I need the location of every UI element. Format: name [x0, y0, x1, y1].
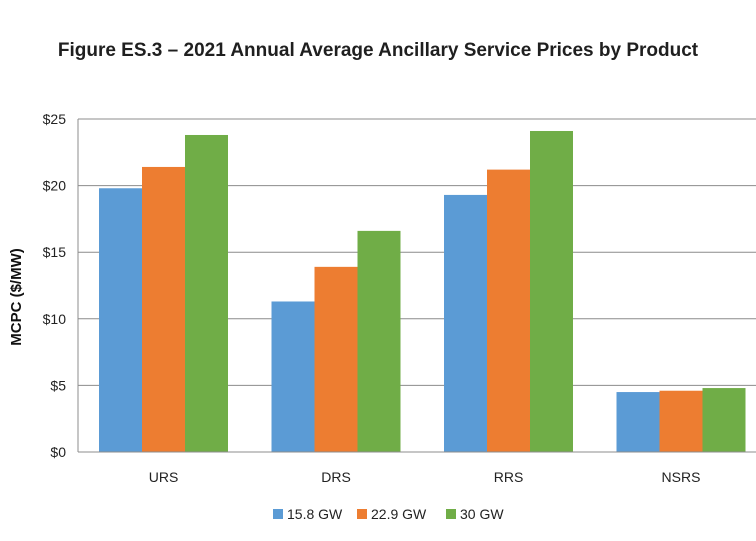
bars	[99, 130, 746, 452]
y-tick-label: $10	[43, 311, 67, 327]
bar-urs-3	[185, 134, 228, 452]
x-tick-label: DRS	[321, 469, 351, 485]
y-axis-title: MCPC ($/MW)	[8, 248, 25, 346]
chart-title: Figure ES.3 – 2021 Annual Average Ancill…	[57, 40, 699, 61]
y-tick-labels: $0 $5 $10 $15 $20 $25	[43, 111, 67, 460]
legend-swatch	[357, 509, 367, 519]
legend-label: 30 GW	[460, 506, 504, 522]
x-tick-labels: URS DRS RRS NSRS	[149, 469, 701, 485]
x-tick-label: NSRS	[662, 469, 701, 485]
y-tick-label: $0	[50, 444, 66, 460]
bar-urs-2	[142, 166, 185, 452]
axes	[77, 119, 756, 453]
gridlines	[78, 118, 756, 386]
y-tick-label: $20	[43, 178, 67, 194]
bar-nsrs-1	[616, 392, 660, 452]
bar-urs-1	[99, 188, 142, 452]
bar-drs-2	[314, 266, 358, 452]
bar-drs-3	[357, 230, 401, 452]
bar-rrs-1	[444, 194, 487, 452]
bar-nsrs-2	[659, 390, 703, 452]
bar-rrs-3	[530, 130, 573, 452]
x-tick-label: RRS	[494, 469, 524, 485]
bar-rrs-2	[487, 169, 530, 452]
legend: 15.8 GW 22.9 GW 30 GW	[273, 506, 504, 522]
bar-drs-1	[271, 301, 315, 452]
legend-swatch	[446, 509, 456, 519]
y-tick-label: $15	[43, 244, 67, 260]
legend-label: 15.8 GW	[287, 506, 343, 522]
bar-nsrs-3	[702, 388, 746, 452]
x-tick-label: URS	[149, 469, 179, 485]
legend-label: 22.9 GW	[371, 506, 427, 522]
legend-swatch	[273, 509, 283, 519]
y-tick-label: $5	[50, 377, 66, 393]
y-tick-label: $25	[43, 111, 67, 127]
